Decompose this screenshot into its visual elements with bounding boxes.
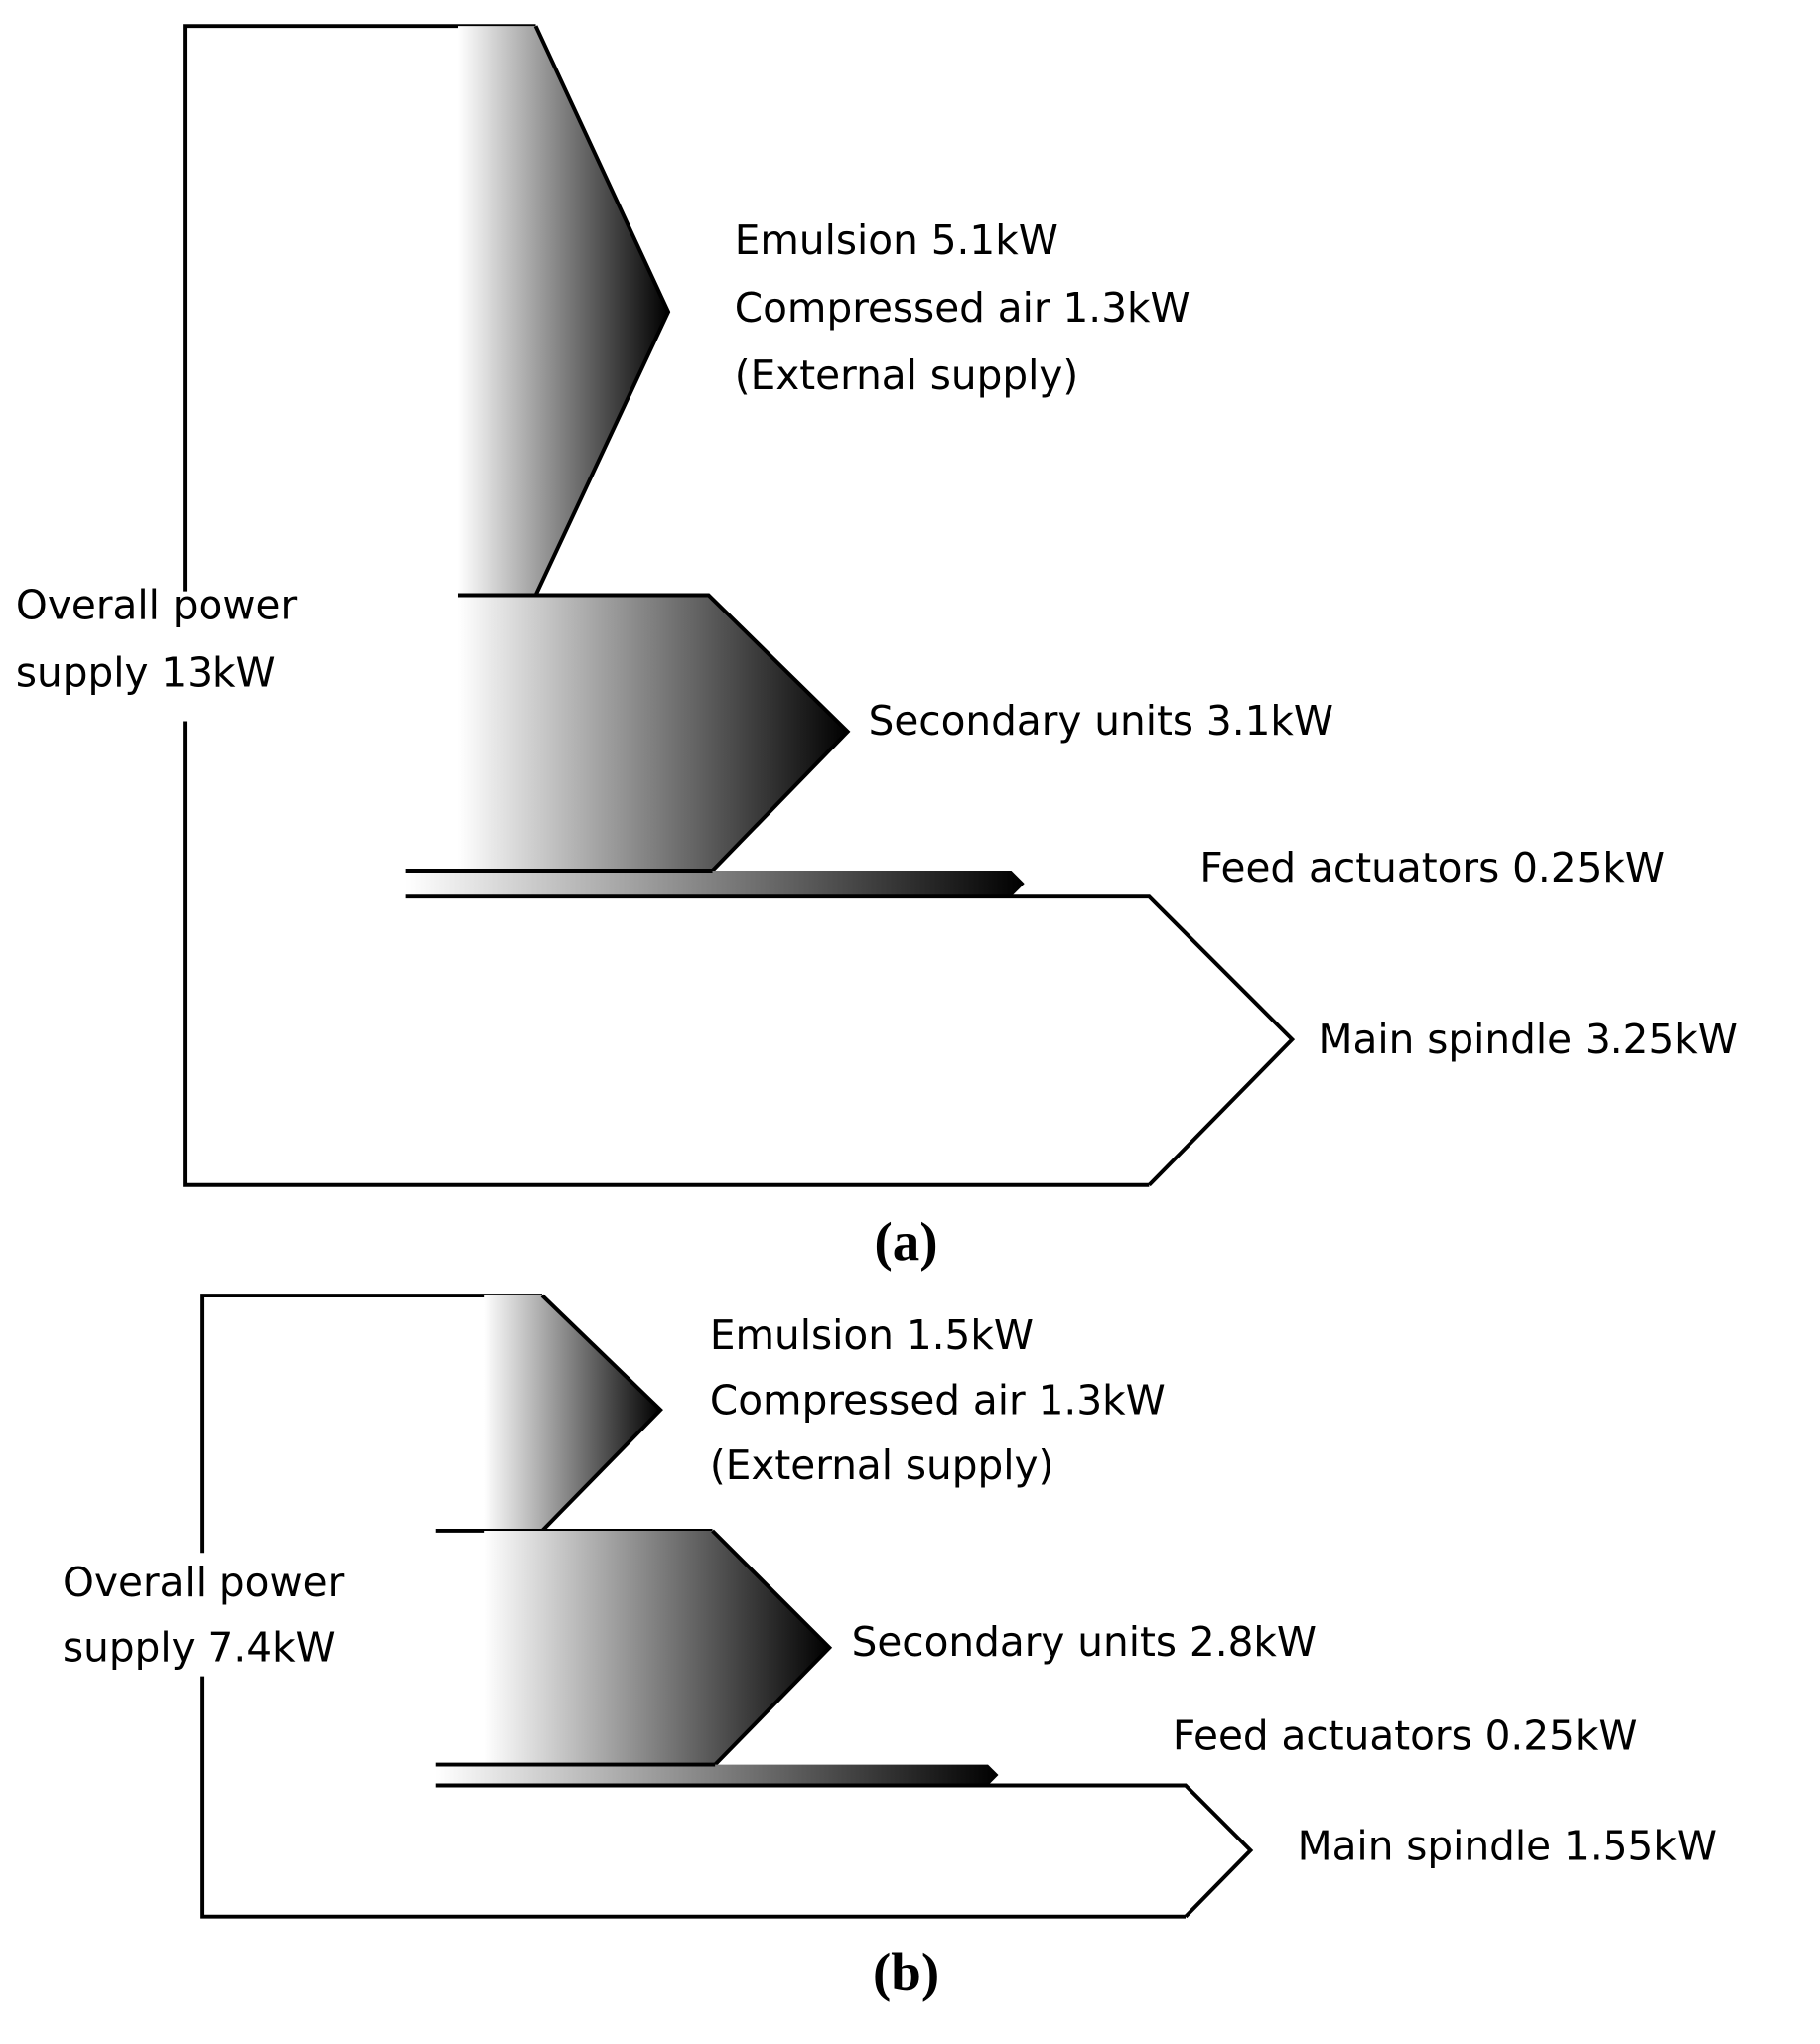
flow-label: Feed actuators 0.25kW bbox=[1173, 1711, 1638, 1759]
emulsion-flow bbox=[457, 26, 669, 596]
outline bbox=[540, 1294, 663, 1533]
spindle-flow bbox=[435, 1783, 1254, 1919]
flow-label: Emulsion 1.5kW bbox=[710, 1311, 1034, 1359]
source-label: supply 7.4kW bbox=[63, 1623, 336, 1671]
secondary-flow bbox=[484, 1530, 830, 1765]
caption: (b) bbox=[873, 1942, 939, 2002]
emulsion-flow bbox=[484, 1295, 661, 1531]
outline bbox=[200, 1294, 543, 1554]
flow-label: (External supply) bbox=[735, 351, 1078, 399]
flow-label: Compressed air 1.3kW bbox=[710, 1377, 1166, 1425]
outline bbox=[457, 593, 851, 873]
outline bbox=[183, 24, 536, 592]
flow-label: Secondary units 3.1kW bbox=[869, 697, 1333, 745]
flow-label: Feed actuators 0.25kW bbox=[1199, 844, 1665, 891]
outline bbox=[200, 1676, 1187, 1919]
flow-label: (External supply) bbox=[710, 1441, 1053, 1489]
flow-label: Secondary units 2.8kW bbox=[852, 1618, 1317, 1666]
flow-label: Compressed air 1.3kW bbox=[735, 284, 1190, 332]
flow-label: Main spindle 3.25kW bbox=[1319, 1016, 1738, 1063]
spindle-flow bbox=[405, 894, 1296, 1187]
source-label: Overall power bbox=[63, 1559, 345, 1606]
flow-label: Emulsion 5.1kW bbox=[735, 216, 1058, 264]
caption: (a) bbox=[875, 1211, 938, 1272]
source-label: supply 13kW bbox=[16, 649, 276, 697]
panel-b bbox=[200, 1294, 1254, 1919]
feed-flow bbox=[405, 871, 1025, 897]
feed-flow bbox=[435, 1764, 999, 1786]
panel-a bbox=[183, 24, 1296, 1187]
outline bbox=[183, 721, 1150, 1187]
flow-label: Main spindle 1.55kW bbox=[1298, 1823, 1717, 1870]
outline bbox=[711, 1529, 833, 1766]
outline bbox=[533, 25, 671, 597]
secondary-flow bbox=[457, 595, 848, 872]
source-label: Overall power bbox=[16, 582, 298, 629]
